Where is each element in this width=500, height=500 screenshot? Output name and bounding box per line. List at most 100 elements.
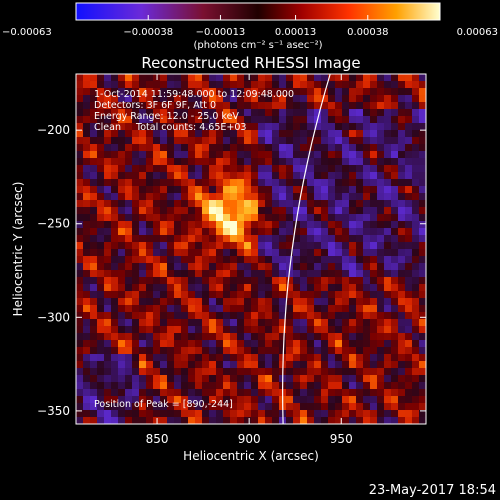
heatmap-cell	[167, 158, 175, 166]
heatmap-cell	[132, 403, 140, 411]
heatmap-cell	[384, 200, 392, 208]
heatmap-cell	[279, 333, 287, 341]
heatmap-cell	[419, 172, 426, 180]
heatmap-cell	[363, 207, 371, 215]
heatmap-cell	[188, 165, 196, 173]
heatmap-cell	[363, 340, 371, 348]
heatmap-cell	[237, 403, 245, 411]
heatmap-cell	[125, 326, 133, 334]
heatmap-cell	[370, 109, 378, 117]
heatmap-cell	[97, 333, 105, 341]
heatmap-cell	[293, 333, 301, 341]
heatmap-cell	[293, 151, 301, 159]
heatmap-cell	[286, 95, 294, 103]
heatmap-cell	[377, 193, 385, 201]
heatmap-cell	[97, 298, 105, 306]
heatmap-cell	[83, 305, 91, 313]
heatmap-cell	[174, 291, 182, 299]
heatmap-cell	[398, 263, 406, 271]
heatmap-cell	[209, 81, 217, 89]
heatmap-cell	[202, 256, 210, 264]
heatmap-cell	[146, 382, 154, 390]
heatmap-cell	[195, 319, 203, 327]
heatmap-cell	[377, 179, 385, 187]
heatmap-cell	[230, 158, 238, 166]
heatmap-cell	[76, 221, 84, 229]
heatmap-cell	[356, 116, 364, 124]
heatmap-cell	[356, 340, 364, 348]
heatmap-cell	[202, 333, 210, 341]
heatmap-cell	[76, 354, 84, 362]
heatmap-cell	[398, 382, 406, 390]
heatmap-cell	[349, 333, 357, 341]
heatmap-cell	[307, 116, 315, 124]
heatmap-cell	[160, 116, 168, 124]
heatmap-cell	[321, 256, 329, 264]
heatmap-cell	[174, 242, 182, 250]
heatmap-cell	[90, 396, 98, 404]
heatmap-cell	[111, 74, 119, 82]
heatmap-cell	[412, 256, 420, 264]
heatmap-cell	[216, 109, 224, 117]
colorbar-tick-label: 0.00013	[275, 27, 316, 38]
heatmap-cell	[244, 249, 252, 257]
heatmap-cell	[293, 179, 301, 187]
heatmap-cell	[272, 284, 280, 292]
heatmap-cell	[384, 368, 392, 376]
heatmap-cell	[125, 242, 133, 250]
heatmap-cell	[90, 102, 98, 110]
heatmap-cell	[356, 368, 364, 376]
heatmap-cell	[244, 333, 252, 341]
heatmap-cell	[237, 382, 245, 390]
heatmap-cell	[328, 389, 336, 397]
heatmap-cell	[405, 277, 413, 285]
heatmap-cell	[335, 200, 343, 208]
heatmap-cell	[342, 116, 350, 124]
heatmap-cell	[342, 270, 350, 278]
heatmap-cell	[174, 200, 182, 208]
heatmap-cell	[132, 109, 140, 117]
heatmap-cell	[251, 270, 259, 278]
heatmap-cell	[97, 242, 105, 250]
heatmap-cell	[335, 235, 343, 243]
heatmap-cell	[307, 319, 315, 327]
heatmap-cell	[279, 305, 287, 313]
heatmap-cell	[125, 172, 133, 180]
heatmap-cell	[125, 228, 133, 236]
heatmap-cell	[405, 354, 413, 362]
heatmap-cell	[76, 165, 84, 173]
heatmap-cell	[216, 319, 224, 327]
heatmap-cell	[412, 375, 420, 383]
heatmap-cell	[321, 158, 329, 166]
heatmap-cell	[104, 340, 112, 348]
heatmap-cell	[300, 144, 308, 152]
heatmap-cell	[335, 326, 343, 334]
heatmap-cell	[391, 298, 399, 306]
heatmap-cell	[132, 242, 140, 250]
heatmap-cell	[405, 228, 413, 236]
colorbar-strip	[75, 2, 441, 21]
heatmap-cell	[258, 256, 266, 264]
heatmap-cell	[76, 410, 84, 418]
heatmap-cell	[237, 151, 245, 159]
heatmap-cell	[160, 130, 168, 138]
heatmap-cell	[321, 207, 329, 215]
heatmap-cell	[76, 242, 84, 250]
heatmap-cell	[209, 95, 217, 103]
heatmap-cell	[160, 165, 168, 173]
heatmap-cell	[335, 284, 343, 292]
heatmap-cell	[265, 270, 273, 278]
heatmap-cell	[370, 340, 378, 348]
heatmap-cell	[104, 249, 112, 257]
heatmap-cell	[223, 88, 231, 96]
heatmap-cell	[342, 291, 350, 299]
heatmap-cell	[90, 109, 98, 117]
heatmap-cell	[209, 361, 217, 369]
heatmap-cell	[125, 158, 133, 166]
heatmap-cell	[419, 277, 426, 285]
heatmap-cell	[181, 340, 189, 348]
heatmap-cell	[181, 319, 189, 327]
heatmap-cell	[405, 221, 413, 229]
heatmap-cell	[104, 95, 112, 103]
heatmap-cell	[398, 130, 406, 138]
